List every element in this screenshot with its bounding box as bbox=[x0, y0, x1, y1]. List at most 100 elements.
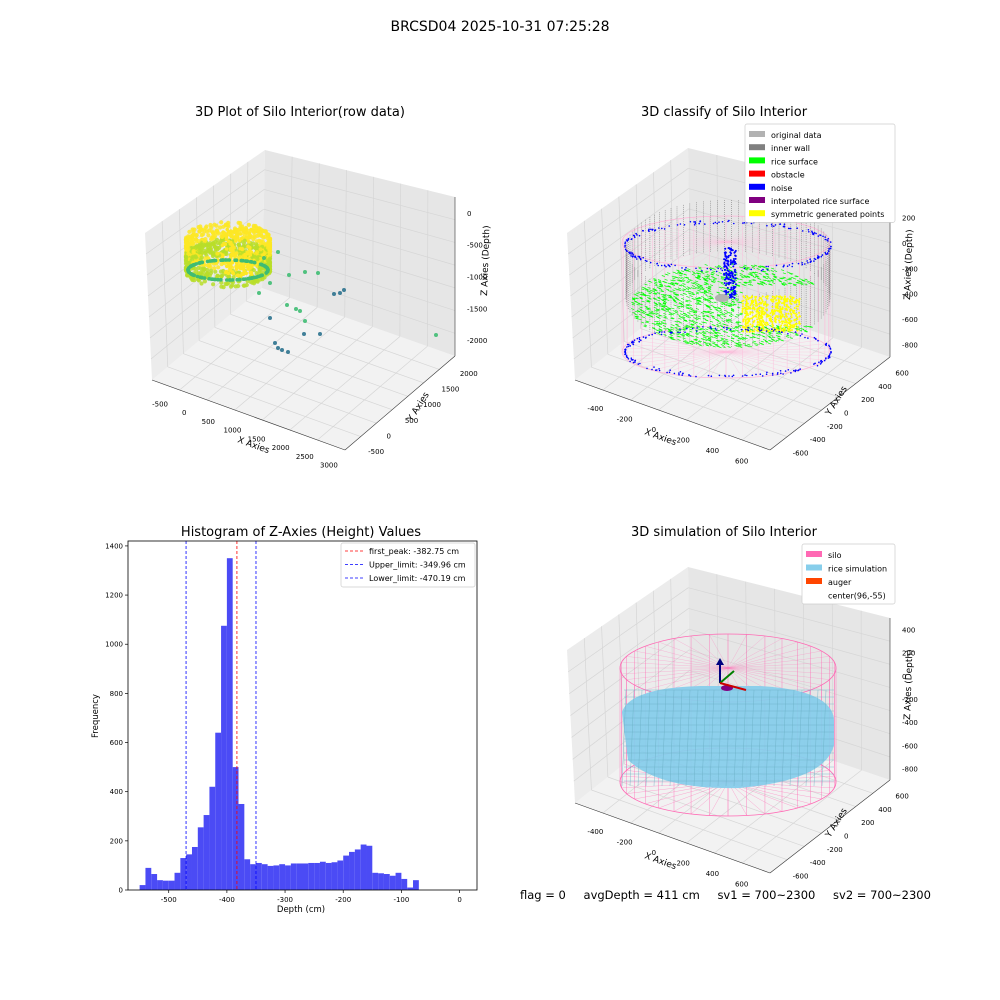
symmetric-point bbox=[786, 325, 789, 328]
noise-point bbox=[726, 286, 729, 289]
noise-point bbox=[729, 276, 732, 279]
symmetric-point bbox=[771, 323, 774, 326]
data-point bbox=[211, 261, 216, 266]
grid-line bbox=[183, 353, 377, 424]
symmetric-point bbox=[779, 326, 782, 328]
rice-surface-point bbox=[691, 285, 696, 287]
data-point bbox=[213, 269, 218, 274]
data-point bbox=[234, 233, 239, 238]
simulation-shapes bbox=[619, 633, 837, 817]
symmetric-point bbox=[798, 297, 801, 300]
rice-surface-point bbox=[784, 326, 789, 329]
rice-surface-point bbox=[663, 334, 667, 336]
z-tick-label: -1000 bbox=[467, 274, 487, 282]
histogram-bar bbox=[343, 855, 350, 890]
rice-surface-point bbox=[710, 297, 715, 300]
symmetric-point bbox=[766, 297, 769, 300]
grid-line bbox=[263, 208, 456, 266]
noise-point bbox=[829, 247, 832, 250]
noise-point bbox=[828, 355, 831, 358]
noise-point bbox=[766, 224, 768, 227]
rice-surface-point bbox=[707, 310, 711, 313]
rice-surface-point bbox=[720, 334, 724, 337]
silo-floor-spoke bbox=[725, 351, 774, 376]
rice-surface-point bbox=[762, 279, 766, 282]
histogram-bar bbox=[174, 872, 181, 890]
rice-surface-point bbox=[699, 270, 704, 273]
y-tick-label: -400 bbox=[810, 436, 826, 444]
rice-surface-point bbox=[707, 301, 711, 303]
rice-surface-point bbox=[806, 280, 810, 283]
x-axis-line bbox=[151, 379, 346, 451]
rice-surface-point bbox=[685, 300, 689, 303]
rice-surface-point bbox=[714, 308, 718, 311]
data-point bbox=[199, 281, 204, 286]
rice-surface-point bbox=[723, 315, 727, 318]
rice-surface-point bbox=[663, 301, 667, 303]
rice-mesh-line bbox=[685, 689, 691, 787]
symmetric-point bbox=[781, 315, 784, 318]
rice-surface-point bbox=[719, 305, 724, 308]
data-point bbox=[218, 225, 223, 230]
rice-surface-point bbox=[738, 281, 742, 284]
noise-point bbox=[648, 334, 650, 337]
rice-surface-point bbox=[663, 315, 667, 317]
rice-surface-point bbox=[644, 283, 648, 286]
rice-surface-point bbox=[678, 302, 682, 305]
rice-surface-point bbox=[710, 336, 714, 338]
data-point bbox=[227, 258, 231, 262]
symmetric-point bbox=[749, 323, 752, 326]
rice-surface-point bbox=[702, 315, 706, 318]
noise-point bbox=[808, 231, 810, 233]
rice-surface-point bbox=[720, 275, 724, 278]
noise-point bbox=[830, 245, 832, 248]
rice-surface-point bbox=[719, 339, 723, 342]
noise-point bbox=[630, 238, 633, 241]
grid-line bbox=[567, 168, 689, 255]
noise-point bbox=[721, 269, 724, 272]
data-point bbox=[258, 256, 263, 262]
silo-top-spoke bbox=[727, 661, 835, 669]
rice-surface-point bbox=[771, 336, 776, 339]
data-point bbox=[221, 258, 226, 262]
silo-top-spoke bbox=[678, 241, 727, 266]
rice-surface-point bbox=[724, 338, 729, 341]
silo-floor-spoke bbox=[725, 351, 811, 368]
rice-surface-point bbox=[688, 319, 692, 322]
histogram-bar bbox=[244, 859, 251, 890]
rice-surface-point bbox=[731, 298, 735, 301]
rice-surface-point bbox=[759, 281, 764, 284]
symmetric-point bbox=[762, 302, 765, 305]
rice-surface-point bbox=[707, 342, 711, 345]
rice-surface-point bbox=[704, 342, 708, 345]
y-tick-label: 400 bbox=[878, 806, 891, 814]
data-point bbox=[266, 245, 272, 250]
silo-top-spoke bbox=[727, 667, 830, 680]
rice-surface-point bbox=[720, 281, 724, 284]
rice-surface-point bbox=[712, 279, 716, 282]
rice-surface-point bbox=[704, 271, 708, 274]
rice-surface-point bbox=[768, 334, 772, 336]
rice-surface-point bbox=[716, 325, 720, 328]
rice-surface-point bbox=[677, 289, 681, 291]
grid-line bbox=[607, 776, 805, 847]
legend-swatch bbox=[749, 183, 765, 190]
rice-mesh-line bbox=[805, 689, 811, 787]
noise-point bbox=[732, 374, 735, 377]
x-tick-label: -400 bbox=[587, 828, 603, 836]
noise-point bbox=[830, 352, 832, 354]
rice-surface-point bbox=[713, 306, 717, 309]
noise-point bbox=[679, 331, 681, 334]
silo-floor-spoke bbox=[725, 343, 825, 353]
noise-point bbox=[714, 221, 717, 224]
symmetric-point bbox=[767, 323, 769, 326]
noise-point bbox=[729, 263, 732, 266]
rice-surface-point bbox=[753, 326, 757, 328]
noise-point bbox=[686, 327, 688, 330]
data-point bbox=[192, 278, 197, 283]
silo-floor-spoke bbox=[709, 326, 727, 353]
rice-surface-point bbox=[744, 344, 748, 347]
symmetric-point bbox=[755, 304, 758, 307]
silo-floor-spoke bbox=[725, 347, 829, 353]
y-tick-label: 800 bbox=[110, 690, 123, 698]
